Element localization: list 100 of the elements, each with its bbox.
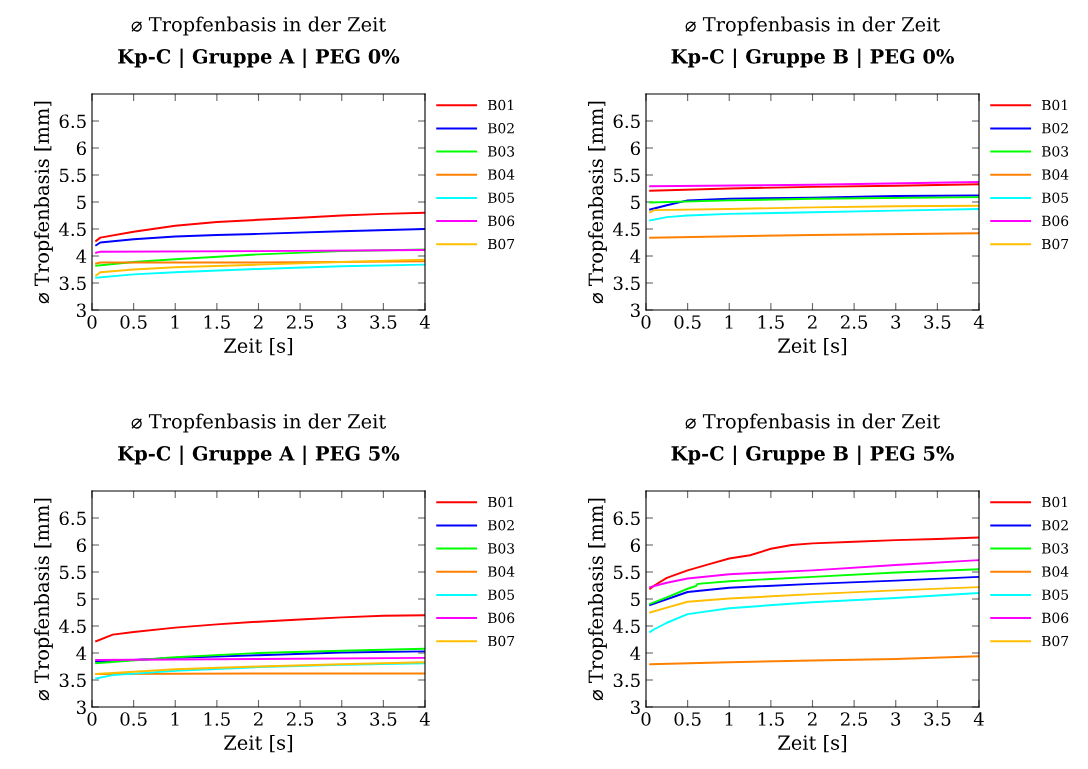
legend-label: B06 (487, 612, 515, 624)
y-tick-label: 3.5 (613, 276, 640, 291)
line-series (95, 258, 425, 277)
x-tick-label: 1 (725, 315, 733, 329)
x-tick-label: 3.5 (924, 315, 951, 329)
y-tick-label: 4.5 (58, 222, 86, 237)
line-series (649, 586, 979, 614)
legend-label: B03 (487, 543, 515, 554)
legend-label: B05 (1041, 192, 1069, 203)
y-axis-title: ⌀ Tropfenbasis [mm] (588, 101, 607, 304)
legend-label: B03 (1041, 146, 1069, 157)
y-tick-label: 3 (77, 700, 86, 715)
legend-label: B04 (1041, 566, 1069, 577)
x-tick-label: 1 (171, 712, 179, 726)
line-series (95, 228, 425, 247)
x-tick-label: 4 (973, 712, 984, 726)
y-tick-label: 5.5 (59, 565, 86, 580)
line-series (649, 208, 979, 222)
x-tick-label: 2.5 (286, 315, 314, 329)
legend-label: B02 (487, 122, 514, 134)
x-tick-label: 2 (807, 315, 817, 329)
x-tick-label: 3 (337, 712, 347, 726)
y-tick-label: 6.5 (613, 114, 640, 129)
x-tick-label: 4 (973, 315, 984, 329)
y-tick-label: 5 (631, 195, 640, 210)
y-axis-title: ⌀ Tropfenbasis [mm] (588, 498, 607, 701)
line-series (649, 183, 979, 192)
line-series (95, 211, 425, 242)
chart-title: ⌀ Tropfenbasis in der Zeit (685, 16, 941, 36)
y-tick-label: 6 (76, 141, 86, 156)
x-tick-label: 0.5 (674, 315, 701, 329)
y-tick-label: 3.5 (613, 673, 640, 688)
x-tick-label: 3.5 (924, 712, 951, 726)
x-tick-label: 2.5 (840, 712, 868, 726)
legend-label: B02 (1041, 519, 1068, 531)
legend-label: B01 (487, 496, 514, 508)
x-tick-label: 3 (891, 315, 901, 329)
chart-title: ⌀ Tropfenbasis in der Zeit (131, 413, 387, 433)
legend-label: B04 (1041, 169, 1069, 180)
y-tick-label: 5.5 (59, 168, 86, 183)
line-series (649, 559, 979, 589)
line-series (649, 655, 979, 666)
x-tick-label: 2 (253, 315, 263, 329)
legend-label: B03 (487, 146, 515, 157)
y-tick-label: 3.5 (59, 673, 86, 688)
y-tick-label: 4 (630, 646, 641, 660)
legend-label: B02 (487, 519, 514, 531)
line-series (649, 536, 979, 590)
x-tick-label: 1.5 (204, 315, 230, 329)
line-series (649, 568, 979, 605)
legend-label: B01 (1041, 496, 1068, 508)
x-tick-label: 2 (253, 712, 263, 726)
y-tick-label: 6.5 (59, 114, 86, 129)
x-tick-label: 0.5 (120, 315, 147, 329)
x-tick-label: 4 (419, 315, 430, 329)
line-series (95, 661, 425, 676)
x-tick-label: 2.5 (286, 712, 314, 726)
y-tick-label: 3 (631, 303, 640, 318)
line-series (95, 614, 425, 643)
y-tick-label: 4.5 (58, 619, 86, 634)
chart-subtitle: Kp-C | Gruppe A | PEG 5% (118, 445, 400, 466)
legend-label: B05 (1041, 589, 1069, 600)
legend-label: B07 (1041, 238, 1069, 250)
chart-subtitle: Kp-C | Gruppe B | PEG 5% (671, 445, 954, 466)
x-tick-label: 1.5 (758, 712, 784, 726)
y-tick-label: 4 (630, 249, 641, 263)
x-tick-label: 0 (641, 315, 651, 329)
x-tick-label: 3.5 (370, 315, 397, 329)
x-tick-label: 1 (725, 712, 733, 726)
chart-subtitle: Kp-C | Gruppe A | PEG 0% (118, 48, 400, 69)
legend-label: B03 (1041, 543, 1069, 554)
y-tick-label: 3 (77, 303, 86, 318)
x-tick-label: 1 (171, 315, 179, 329)
x-tick-label: 3.5 (370, 712, 397, 726)
legend-label: B06 (487, 215, 515, 227)
y-tick-label: 4 (76, 249, 87, 263)
y-tick-label: 4.5 (612, 619, 640, 634)
x-tick-label: 1.5 (758, 315, 784, 329)
x-tick-label: 0 (641, 712, 651, 726)
x-axis-title: Zeit [s] (778, 734, 847, 753)
legend-label: B07 (487, 635, 515, 647)
legend-label: B06 (1041, 612, 1069, 624)
x-tick-label: 1.5 (204, 712, 230, 726)
y-tick-label: 6 (630, 538, 640, 553)
line-series (649, 575, 979, 606)
y-tick-label: 5 (77, 195, 86, 210)
y-tick-label: 5 (77, 592, 86, 607)
x-tick-label: 0.5 (120, 712, 147, 726)
legend-label: B01 (487, 99, 514, 111)
line-series (649, 592, 979, 633)
x-tick-label: 3 (337, 315, 347, 329)
y-axis-title: ⌀ Tropfenbasis [mm] (34, 498, 53, 701)
legend-label: B04 (487, 566, 515, 577)
y-tick-label: 6.5 (59, 511, 86, 526)
x-tick-label: 2.5 (840, 315, 868, 329)
x-axis-title: Zeit [s] (224, 734, 293, 753)
y-tick-label: 5 (631, 592, 640, 607)
chart-title: ⌀ Tropfenbasis in der Zeit (685, 413, 941, 433)
x-axis-title: Zeit [s] (224, 337, 293, 356)
y-tick-label: 6.5 (613, 511, 640, 526)
